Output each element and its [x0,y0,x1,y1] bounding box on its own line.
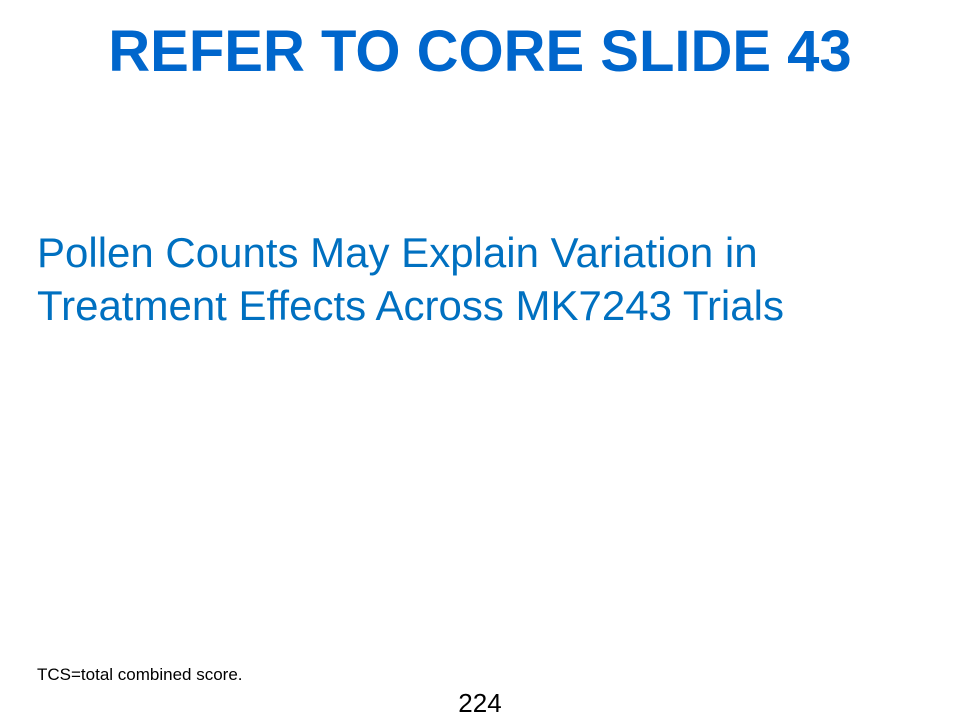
subtitle-line: Treatment Effects Across MK7243 Trials [37,282,784,329]
footnote: TCS=total combined score. [37,665,243,684]
slide-title: REFER TO CORE SLIDE 43 [108,19,852,84]
page-number: 224 [458,688,502,718]
slide-subtitle: Pollen Counts May Explain Variation in T… [37,226,917,332]
subtitle-line: Pollen Counts May Explain Variation in [37,229,758,276]
